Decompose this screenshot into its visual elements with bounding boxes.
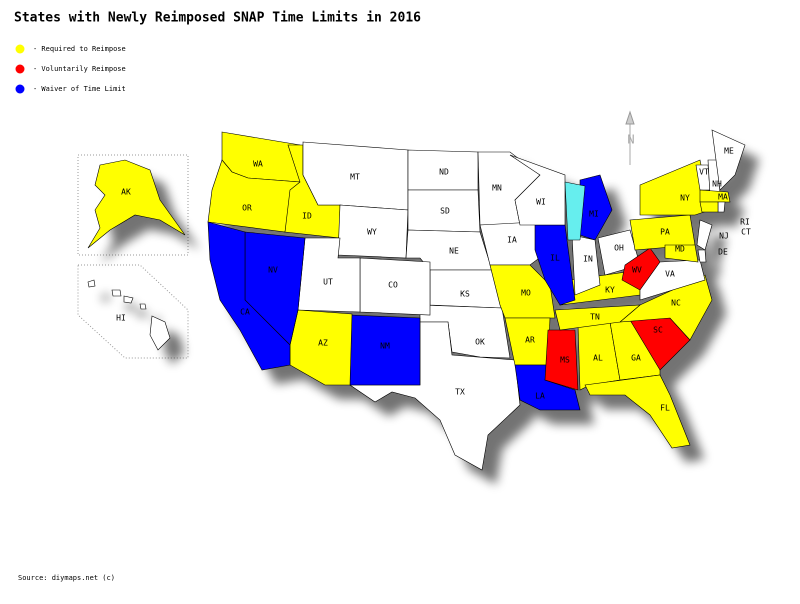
state-label: KY	[605, 286, 615, 295]
legend-swatch	[15, 44, 25, 54]
state-labels: WA OR ID MT WY ND SD NE KS OK TX NM CO UT AZ NV CA MN IA MO…	[116, 147, 751, 413]
state-shape	[139, 303, 147, 310]
lake	[564, 181, 586, 241]
state-label: RI	[740, 218, 750, 227]
state-shape	[544, 329, 579, 391]
state-shape	[717, 201, 726, 213]
state-shape	[123, 295, 134, 304]
state-shape	[584, 374, 691, 449]
state-shape	[149, 315, 171, 351]
legend-label: - Required to Reimpose	[33, 45, 126, 53]
state-label: OH	[614, 244, 624, 253]
compass: N	[625, 110, 635, 165]
state-label: MD	[675, 245, 685, 254]
state-label: TX	[455, 388, 465, 397]
state-label: NE	[449, 247, 459, 256]
state-label: DE	[718, 248, 728, 257]
state-label: MS	[560, 356, 570, 365]
state-label: AK	[121, 188, 131, 197]
state-shape	[554, 304, 641, 331]
alaska-inset	[77, 154, 189, 256]
legend-label: - Voluntarily Reimpose	[33, 65, 126, 73]
state-label: SD	[440, 207, 450, 216]
state-label: CO	[388, 281, 398, 290]
state-label: CA	[240, 308, 250, 317]
state-label: VA	[665, 270, 675, 279]
state-label: NH	[712, 180, 722, 189]
state-shape	[697, 249, 707, 263]
state-label: NV	[268, 266, 278, 275]
state-shape	[349, 321, 521, 471]
state-label: IL	[550, 254, 560, 263]
state-label: PA	[660, 228, 670, 237]
state-label: MA	[718, 193, 728, 202]
state-label: TN	[590, 313, 600, 322]
state-shape	[87, 159, 186, 249]
state-label: OK	[475, 338, 485, 347]
state-shape	[111, 289, 122, 297]
state-label: WI	[536, 198, 546, 207]
compass-label: N	[627, 133, 634, 147]
state-shape	[664, 244, 699, 263]
state-shape	[87, 279, 96, 288]
state-label: ME	[724, 147, 734, 156]
state-shape	[571, 234, 601, 296]
state-label: MO	[521, 289, 531, 298]
state-label: IA	[507, 236, 517, 245]
state-label: AZ	[318, 339, 328, 348]
state-label: NY	[680, 194, 690, 203]
legend: - Required to Reimpose - Voluntarily Reim…	[15, 44, 126, 94]
state-label: ND	[439, 168, 449, 177]
state-label: NC	[671, 299, 681, 308]
state-label: AL	[593, 354, 603, 363]
state-shape	[489, 264, 556, 319]
state-label: AR	[525, 336, 535, 345]
state-shape	[207, 221, 291, 371]
map-title: States with Newly Reimposed SNAP Time Li…	[14, 11, 421, 26]
state-shape	[509, 154, 566, 226]
state-label: KS	[460, 290, 470, 299]
state-label: NM	[380, 342, 390, 351]
usa-map	[87, 129, 746, 471]
state-label: HI	[116, 314, 126, 323]
state-label: MI	[589, 210, 599, 219]
state-shape	[711, 129, 746, 191]
state-label: LA	[535, 392, 545, 401]
legend-swatch	[15, 64, 25, 74]
state-label: IN	[583, 255, 593, 264]
state-label: CT	[741, 228, 751, 237]
state-label: MT	[350, 173, 360, 182]
state-label: MN	[492, 184, 502, 193]
state-label: VT	[699, 168, 709, 177]
state-label: WA	[253, 160, 263, 169]
legend-swatch	[15, 84, 25, 94]
state-label: OR	[242, 204, 252, 213]
state-label: WY	[367, 228, 377, 237]
state-label: ID	[302, 212, 312, 221]
compass-arrow	[625, 110, 635, 125]
state-label: FL	[660, 404, 670, 413]
state-label: NJ	[719, 232, 729, 241]
state-shape	[639, 259, 706, 301]
state-shape	[639, 159, 711, 216]
state-shape	[699, 189, 731, 203]
state-shape	[699, 201, 719, 213]
state-label: UT	[323, 278, 333, 287]
source-note: Source: diymaps.net (c)	[18, 574, 115, 582]
legend-label: - Waiver of Time Limit	[33, 85, 126, 93]
state-label: WV	[632, 266, 642, 275]
state-label: GA	[631, 354, 641, 363]
state-label: SC	[653, 326, 663, 335]
